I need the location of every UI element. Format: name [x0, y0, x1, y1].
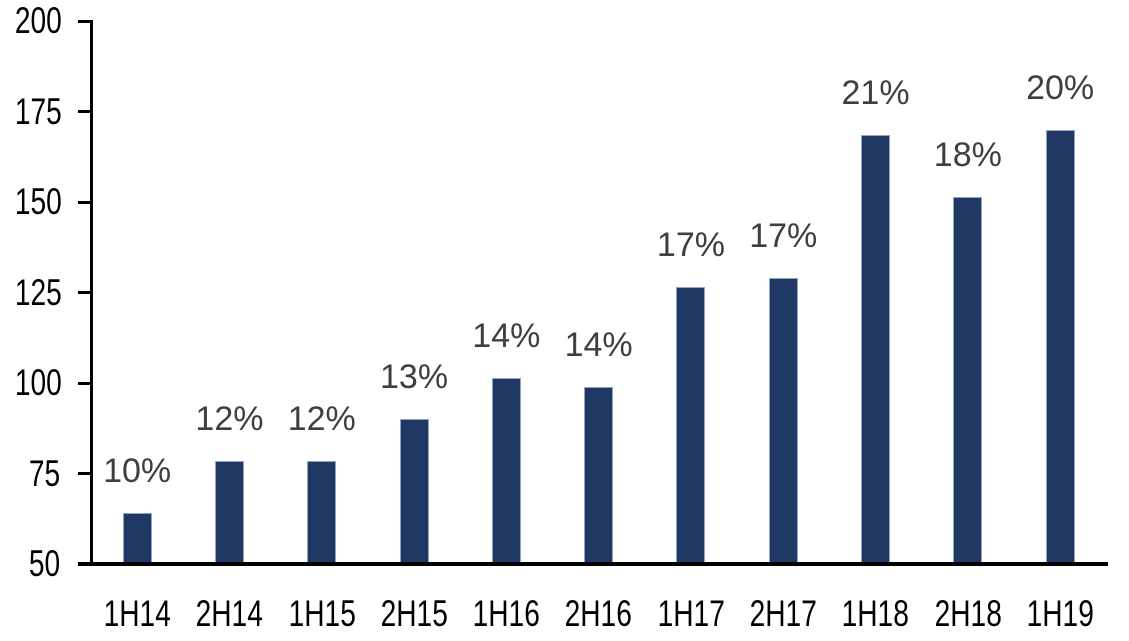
bar [584, 386, 614, 562]
bar [122, 513, 152, 562]
bar-value-label: 21% [841, 74, 910, 113]
x-axis-label: 2H16 [553, 593, 645, 634]
y-axis-label: 125 [0, 271, 62, 313]
bar [953, 196, 983, 562]
x-axis-label-text: 1H19 [1026, 593, 1094, 634]
x-axis-label: 1H16 [460, 593, 552, 634]
y-axis-label-text: 50 [28, 543, 60, 584]
y-axis-tick [78, 381, 93, 385]
bar [307, 460, 337, 562]
y-axis-label: 75 [0, 452, 60, 494]
y-axis-label-text: 100 [14, 362, 62, 403]
bar [491, 377, 521, 562]
x-axis-label: 1H14 [91, 593, 183, 634]
y-axis-tick [78, 472, 93, 475]
y-axis-label-text: 150 [14, 181, 62, 222]
y-axis-label-text: 125 [14, 271, 62, 313]
bar-value-label: 14% [564, 325, 633, 364]
x-axis-label: 1H17 [645, 593, 737, 634]
x-axis-label-text: 1H16 [472, 593, 540, 634]
y-axis-label: 50 [0, 545, 60, 583]
x-axis-label-text: 1H15 [288, 593, 356, 634]
x-axis-label-text: 2H15 [380, 593, 448, 634]
bar-value-label: 10% [103, 452, 172, 491]
y-axis-tick [78, 19, 93, 23]
x-axis-label: 2H18 [922, 593, 1014, 634]
x-axis-label: 2H17 [737, 593, 829, 634]
x-axis-label-text: 1H18 [841, 593, 910, 634]
bar [861, 135, 891, 562]
y-axis-label-text: 175 [14, 90, 62, 132]
y-axis-label: 150 [0, 181, 62, 222]
y-axis-label: 175 [0, 90, 62, 132]
bar-value-label: 13% [380, 358, 449, 397]
x-axis-label-text: 2H14 [195, 593, 264, 634]
y-axis-tick [78, 200, 93, 204]
x-axis-label-text: 2H18 [934, 593, 1002, 634]
y-axis-label: 100 [0, 362, 62, 403]
y-axis-label: 200 [0, 0, 62, 41]
x-axis-label-text: 1H17 [657, 593, 725, 634]
x-axis-label: 2H15 [368, 593, 460, 634]
bar-value-label: 17% [749, 217, 818, 256]
x-axis-label-text: 1H14 [103, 593, 171, 634]
bar-value-label: 18% [933, 135, 1002, 174]
bar-value-label: 12% [287, 399, 356, 438]
bar-value-label: 12% [195, 399, 264, 438]
x-axis-line [78, 562, 1108, 566]
x-axis-label: 1H15 [276, 593, 368, 634]
bar [768, 278, 798, 562]
y-axis-label-text: 75 [28, 452, 60, 494]
bar [676, 287, 706, 562]
x-axis-label: 1H19 [1014, 593, 1106, 634]
y-axis-tick [78, 110, 93, 113]
y-axis-tick [78, 291, 93, 294]
x-axis-label: 1H18 [829, 593, 921, 634]
x-axis-label: 2H14 [183, 593, 275, 634]
bar [214, 460, 244, 562]
x-axis-label-text: 2H17 [749, 593, 817, 634]
bar-value-label: 20% [1026, 68, 1095, 107]
x-axis-label-text: 2H16 [565, 593, 633, 634]
bar-value-label: 17% [656, 226, 725, 265]
y-axis-label-text: 200 [14, 0, 62, 41]
bar [399, 419, 429, 562]
bar [1045, 129, 1075, 562]
bar-value-label: 14% [472, 316, 541, 355]
